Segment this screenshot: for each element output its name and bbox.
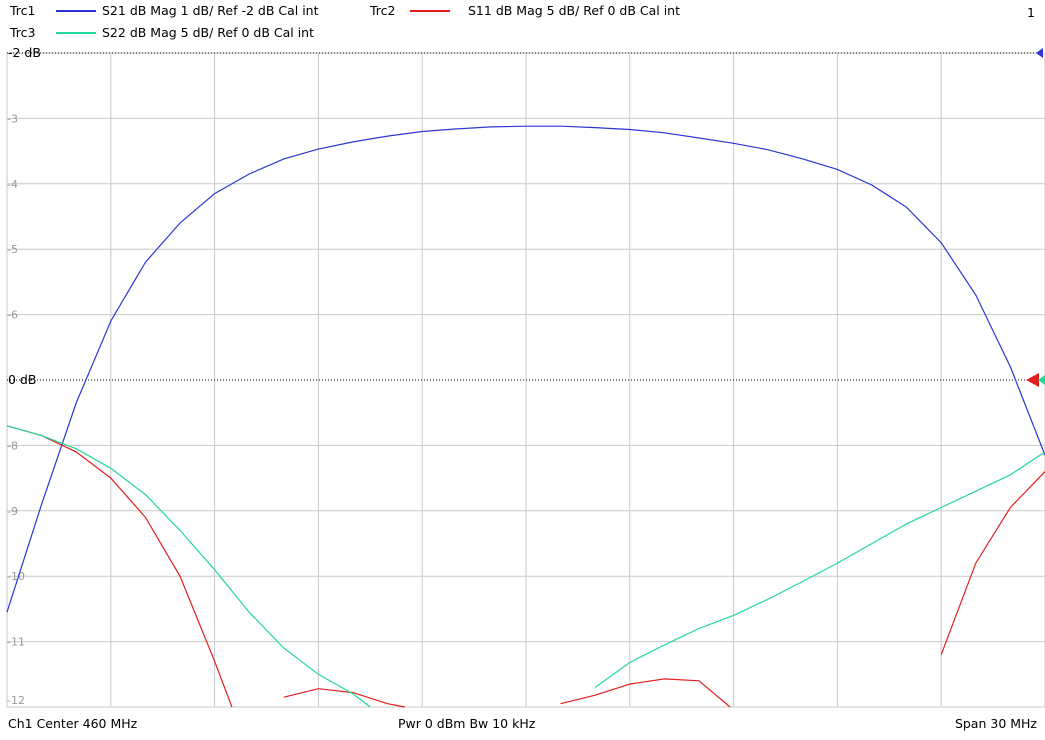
y-tick-label: -9: [7, 505, 18, 518]
legend-trace-desc: S11 dB Mag 5 dB/ Ref 0 dB Cal int: [468, 3, 680, 18]
channel-number: 1: [1027, 5, 1035, 20]
y-tick-label: -12: [7, 694, 25, 707]
legend-swatch: [56, 10, 96, 12]
legend-trace-name: Trc2: [370, 3, 396, 18]
y-tick-label: -3: [7, 112, 18, 125]
trace-s11: [6, 425, 1045, 708]
y-tick-label: -5: [7, 243, 18, 256]
legend-trace-name: Trc3: [10, 25, 36, 40]
reference-lines: [7, 52, 1045, 381]
footer-power-bandwidth: Pwr 0 dBm Bw 10 kHz: [398, 716, 536, 731]
y-tick-label: -4: [7, 178, 18, 191]
y-tick-label: -2 dB: [8, 45, 41, 60]
trace-s22: [6, 425, 1045, 708]
legend-trace-desc: S22 dB Mag 5 dB/ Ref 0 dB Cal int: [102, 25, 314, 40]
legend-trace-desc: S21 dB Mag 1 dB/ Ref -2 dB Cal int: [102, 3, 319, 18]
trace-s21: [6, 125, 1045, 613]
y-tick-label: -11: [7, 636, 25, 649]
trace-lines: [6, 125, 1045, 708]
y-tick-label: -10: [7, 570, 25, 583]
y-tick-labels: -2 dB -3 -4 -5 -6 0 dB -8 -9 -10 -11 -12: [7, 45, 41, 707]
y-tick-label: -8: [7, 439, 18, 452]
reference-markers: [1026, 48, 1045, 387]
reference-marker-icon: [1026, 373, 1039, 387]
reference-marker-icon: [1036, 48, 1043, 58]
footer-center-frequency: Ch1 Center 460 MHz: [8, 716, 138, 731]
legend-swatch: [410, 10, 450, 12]
y-tick-label: 0 dB: [8, 372, 36, 387]
reference-marker-icon: [1038, 375, 1045, 385]
footer-span: Span 30 MHz: [954, 716, 1037, 731]
legend-trace-name: Trc1: [10, 3, 36, 18]
y-tick-label: -6: [7, 309, 18, 322]
grid-lines: [6, 52, 1045, 708]
legend-swatch: [56, 32, 96, 34]
